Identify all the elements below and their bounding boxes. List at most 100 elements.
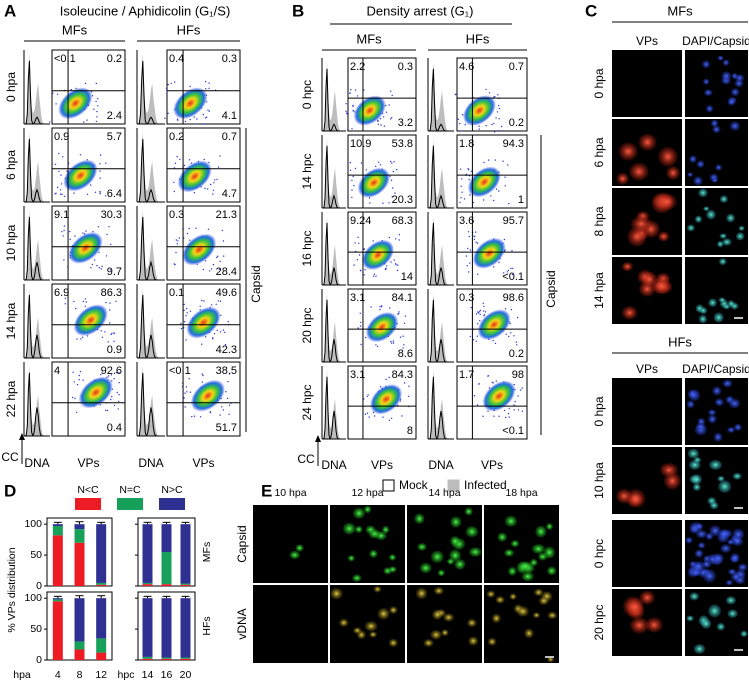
scatter-density	[462, 95, 496, 126]
bar-segment	[74, 649, 85, 660]
cell	[631, 215, 652, 232]
scatter-dot	[482, 199, 485, 201]
scatter-dot	[493, 266, 495, 268]
panel-letter: E	[261, 481, 272, 500]
scatter-dot	[379, 117, 382, 120]
scatter-dot	[188, 378, 190, 380]
scatter-dot	[478, 383, 480, 385]
scatter-dot	[115, 371, 118, 374]
scatter-dot	[476, 335, 478, 337]
cell	[691, 474, 702, 485]
scatter-dot	[354, 167, 357, 170]
scatter-dot	[104, 331, 106, 333]
quadrant-value: 4.6	[459, 61, 474, 73]
scatter-dot	[508, 335, 510, 338]
row-label: 20 hpc	[592, 604, 606, 640]
scatter-dot	[511, 250, 513, 252]
cell	[330, 587, 343, 600]
quadrant-value: 0.1	[169, 287, 184, 299]
scatter-dot	[83, 121, 85, 123]
scatter-dot	[376, 345, 379, 348]
scatter-dot	[510, 267, 512, 270]
bar-segment	[96, 584, 107, 586]
scatter-dot	[472, 201, 474, 204]
scatter-dot	[493, 122, 495, 125]
cell	[710, 119, 719, 128]
scatter-dot	[476, 404, 479, 406]
cell	[734, 423, 742, 431]
cell	[738, 225, 745, 231]
cell	[651, 277, 671, 295]
scatter-dot	[349, 169, 352, 171]
scatter-dot	[185, 315, 187, 317]
cell	[533, 588, 544, 597]
scatter-dot	[461, 191, 463, 193]
cell	[712, 125, 721, 134]
scatter-dot	[175, 239, 177, 241]
scatter-dot	[109, 269, 112, 271]
cell	[353, 507, 365, 519]
axis-label: CC	[297, 452, 315, 466]
scatter-dot	[69, 238, 71, 241]
cell	[446, 558, 455, 565]
axis-label: DNA	[321, 458, 346, 472]
scatter-dot	[495, 188, 498, 190]
scatter-dot	[96, 264, 98, 267]
arrow-head	[19, 433, 25, 440]
cell	[692, 561, 705, 572]
arrow-head	[315, 435, 321, 442]
scatter-dot	[98, 267, 101, 269]
cell	[423, 638, 434, 648]
scatter-dot	[469, 335, 471, 338]
scatter-dot	[468, 235, 470, 238]
legend-label: N<C	[77, 484, 99, 496]
legend-swatch	[117, 498, 143, 510]
scatter-dot	[512, 267, 514, 270]
scatter-density	[181, 233, 217, 266]
scatter-dot	[476, 323, 479, 325]
cell	[722, 238, 732, 246]
scatter-dot	[394, 192, 396, 194]
cell	[464, 507, 473, 516]
cell	[516, 606, 530, 617]
scatter-dot	[390, 261, 392, 263]
scatter-dot	[478, 128, 480, 130]
scatter-dot	[385, 267, 387, 270]
scatter-dot	[78, 379, 80, 381]
scatter-dot	[221, 229, 223, 232]
scatter-dot	[204, 336, 207, 338]
scatter-density	[78, 376, 113, 409]
cell	[687, 448, 700, 459]
scatter-dot	[113, 378, 115, 380]
cell	[450, 536, 460, 547]
scatter-dot	[74, 397, 76, 399]
scatter-dot	[498, 190, 500, 192]
x-tick-label: 14	[142, 669, 154, 681]
scatter-dot	[113, 404, 116, 407]
quadrant-value: 4.7	[222, 188, 237, 200]
scatter-dot	[372, 240, 374, 242]
scatter-dot	[71, 396, 74, 399]
panel-letter: A	[4, 1, 16, 20]
scatter-dot	[493, 131, 496, 133]
quadrant-value: 20.3	[392, 194, 413, 206]
scatter-dot	[222, 240, 225, 242]
micrograph	[253, 585, 328, 663]
cell	[731, 536, 744, 547]
scatter-dot	[479, 313, 481, 316]
scatter-dot	[96, 110, 98, 113]
row-label: 10 hpa	[592, 462, 606, 499]
scatter-dot	[229, 373, 231, 375]
cell	[717, 55, 724, 61]
quadrant-value: 9.24	[350, 215, 371, 227]
scatter-dot	[378, 161, 380, 163]
cell	[616, 488, 632, 504]
cell	[722, 379, 733, 388]
scatter-dot	[473, 235, 475, 237]
cell	[718, 297, 726, 303]
scatter-dot	[82, 232, 84, 234]
cell	[706, 209, 716, 220]
cell	[707, 414, 717, 424]
scatter-dot	[398, 239, 400, 241]
scatter-dot	[59, 193, 62, 195]
